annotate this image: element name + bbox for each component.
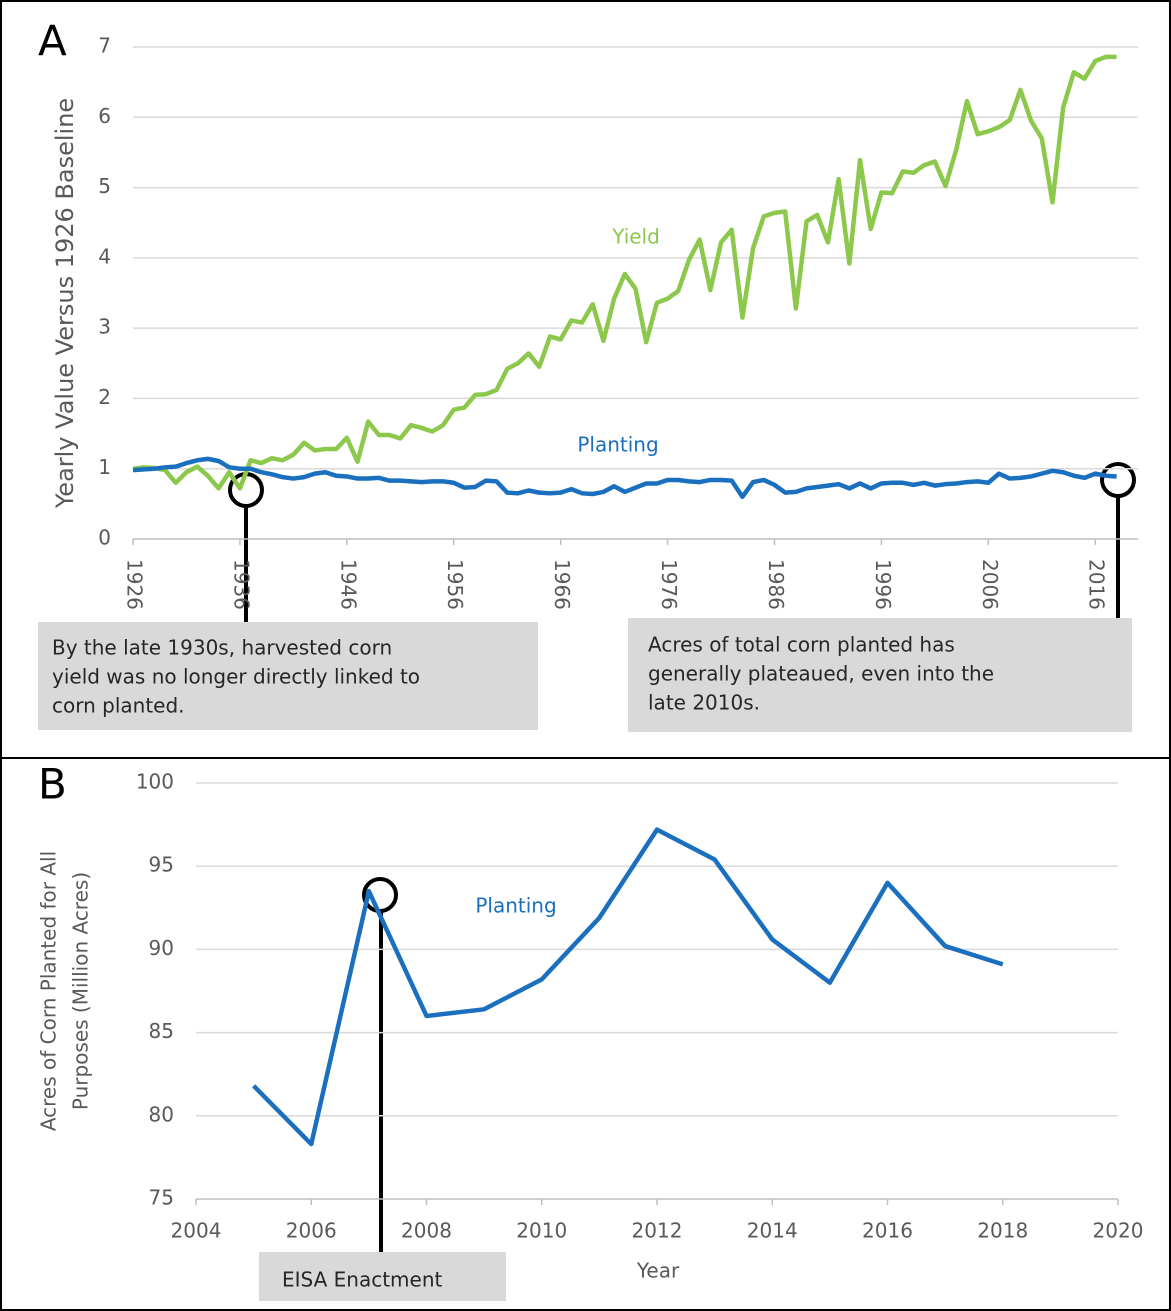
- x-tick-label: 2008: [401, 1219, 452, 1243]
- y-tick-label: 3: [98, 315, 111, 339]
- panel-label: A: [38, 17, 67, 66]
- data-line: [252, 827, 1004, 1147]
- series-label: Planting: [475, 894, 556, 918]
- x-tick-label: 2010: [516, 1219, 567, 1243]
- annotation-text: generally plateaued, even into the: [648, 662, 994, 686]
- callouts: [38, 462, 1136, 1301]
- x-tick-label: 1986: [764, 559, 788, 610]
- series-label: Planting: [577, 433, 658, 457]
- series-label: Yield: [611, 225, 660, 249]
- y-tick-label: 4: [98, 244, 111, 268]
- annotation-text: EISA Enactment: [282, 1268, 443, 1292]
- x-tick-label: 2006: [978, 559, 1002, 610]
- y-axis-label: Yearly Value Versus 1926 Baseline: [51, 98, 79, 509]
- y-axis-label: Purposes (Million Acres): [69, 872, 93, 1110]
- y-tick-label: 100: [136, 770, 174, 794]
- data-line: [132, 54, 1117, 491]
- y-axis-label: Acres of Corn Planted for All: [37, 851, 61, 1131]
- x-tick-label: 1936: [229, 559, 253, 610]
- x-tick-label: 2016: [1085, 559, 1109, 610]
- callout-box: [38, 622, 538, 730]
- y-tick-label: 5: [98, 174, 111, 198]
- data-line: [132, 456, 1117, 500]
- x-tick-label: 2012: [632, 1219, 683, 1243]
- callout-box: [628, 618, 1132, 732]
- annotation-text: late 2010s.: [648, 691, 760, 715]
- x-tick-label: 1966: [550, 559, 574, 610]
- y-tick-label: 90: [149, 936, 174, 960]
- x-tick-label: 1976: [657, 559, 681, 610]
- x-tick-label: 1956: [443, 559, 467, 610]
- y-tick-label: 0: [98, 526, 111, 550]
- x-tick-label: 2018: [977, 1219, 1028, 1243]
- x-tick-label: 1926: [123, 559, 147, 610]
- x-tick-label: 2016: [862, 1219, 913, 1243]
- annotation-text: Acres of total corn planted has: [648, 633, 955, 657]
- annotation-text: corn planted.: [52, 694, 185, 718]
- x-axis-label: Year: [636, 1259, 680, 1283]
- y-tick-label: 85: [149, 1019, 174, 1043]
- y-tick-label: 6: [98, 104, 111, 128]
- y-tick-label: 7: [98, 34, 111, 58]
- x-tick-label: 1946: [336, 559, 360, 610]
- callout-box: [259, 1252, 506, 1301]
- annotation-text: By the late 1930s, harvested corn: [52, 636, 392, 660]
- x-tick-label: 2004: [171, 1219, 222, 1243]
- y-tick-label: 80: [149, 1102, 174, 1126]
- x-tick-label: 2020: [1093, 1219, 1144, 1243]
- x-tick-label: 2006: [286, 1219, 337, 1243]
- annotation-text: yield was no longer directly linked to: [52, 665, 420, 689]
- x-tick-label: 2014: [747, 1219, 798, 1243]
- y-tick-label: 75: [149, 1186, 174, 1210]
- y-tick-label: 2: [98, 385, 111, 409]
- x-tick-label: 1996: [871, 559, 895, 610]
- panel-label: B: [38, 760, 67, 809]
- y-tick-label: 95: [149, 853, 174, 877]
- y-tick-label: 1: [98, 455, 111, 479]
